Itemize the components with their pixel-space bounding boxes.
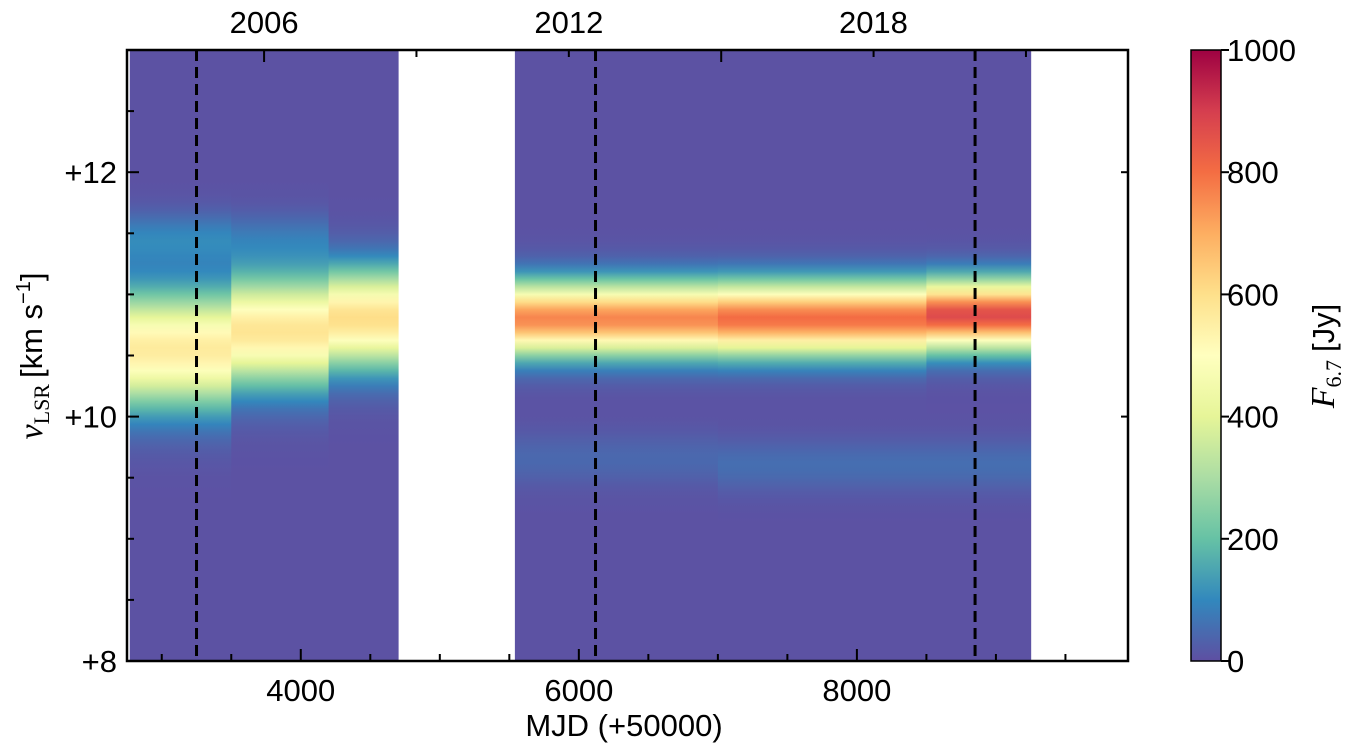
x-tick-label: 8000 [822,673,891,708]
top-axis: 2006 2012 2018 [230,5,1027,62]
heatmap [129,50,1032,661]
y-tick-label: +12 [64,155,117,190]
top-tick-label: 2018 [839,5,908,40]
colorbar-tick-label: 600 [1227,277,1279,312]
x-tick-label: 6000 [544,673,613,708]
colorbar-tick-label: 800 [1227,155,1279,190]
colorbar-axis: 0 200 400 600 800 1000 [1221,33,1296,679]
x-axis: 4000 6000 8000 [160,649,1067,708]
top-tick-label: 2006 [230,5,299,40]
y-tick-label: +10 [64,400,117,435]
colorbar-label: F6.7[Jy] [1305,304,1346,410]
colorbar-tick-label: 0 [1227,644,1244,679]
top-tick-label: 2012 [534,5,603,40]
y-axis-label: vLSR[km s−1] [13,273,54,440]
heatmap-block [328,50,399,661]
colorbar [1190,49,1222,662]
heatmap-block [717,50,927,661]
heatmap-block [514,50,719,661]
heatmap-block [926,50,1032,661]
y-axis: +8 +10 +12 [64,49,1128,679]
x-tick-label: 4000 [266,673,335,708]
x-axis-label: MJD (+50000) [525,708,722,743]
colorbar-tick-label: 400 [1227,400,1279,435]
y-tick-label: +8 [82,644,117,679]
heatmap-block [231,50,330,661]
colorbar-tick-label: 200 [1227,522,1279,557]
heatmap-block [129,50,232,661]
svg-text:vLSR[km s−1]: vLSR[km s−1] [13,273,54,440]
colorbar-tick-label: 1000 [1227,33,1296,68]
svg-text:F6.7[Jy]: F6.7[Jy] [1305,304,1346,410]
